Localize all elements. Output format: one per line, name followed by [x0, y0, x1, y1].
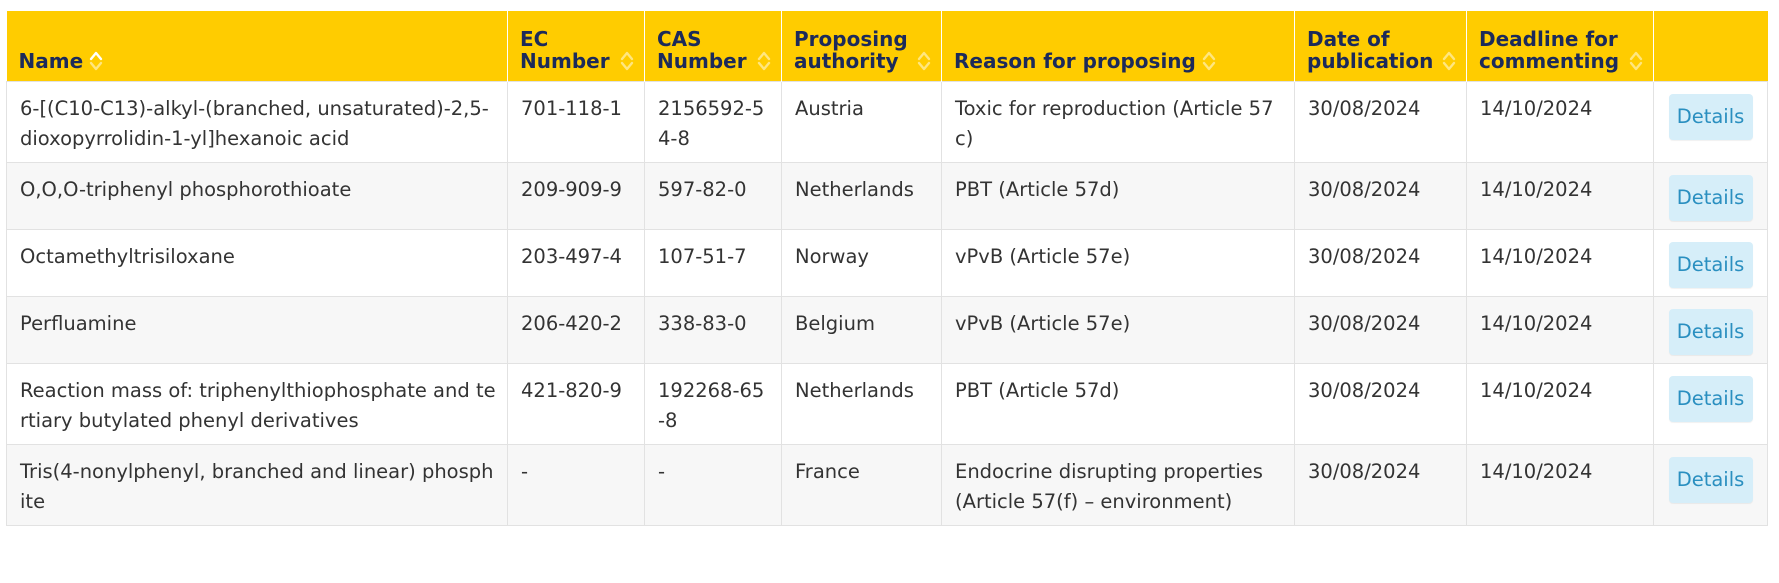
- cell-cas-number: 2156592-54-8: [644, 80, 782, 163]
- substances-table-container: Name EC Number: [6, 11, 1768, 526]
- cell-proposing-authority: Austria: [781, 80, 942, 163]
- cell-actions: Details: [1653, 80, 1768, 163]
- cell-date-of-publication: 30/08/2024: [1294, 228, 1467, 297]
- details-button[interactable]: Details: [1668, 308, 1753, 355]
- table-row: Octamethyltrisiloxane 203-497-4 107-51-7…: [6, 228, 1768, 297]
- details-button[interactable]: Details: [1668, 241, 1753, 288]
- cell-ec-number: 421-820-9: [507, 362, 645, 445]
- column-header-date-of-publication[interactable]: Date of publication: [1294, 11, 1467, 81]
- substances-table: Name EC Number: [6, 11, 1768, 526]
- column-header-date-line1: Date of: [1307, 26, 1390, 51]
- cell-cas-number: -: [644, 443, 782, 526]
- table-row: 6-[(C10-C13)-alkyl-(branched, unsaturate…: [6, 80, 1768, 163]
- cell-actions: Details: [1653, 228, 1768, 297]
- sort-icon[interactable]: [1202, 50, 1216, 72]
- column-header-date-line2: publication: [1307, 48, 1434, 73]
- cell-reason: PBT (Article 57d): [941, 362, 1295, 445]
- cell-proposing-authority: Belgium: [781, 295, 942, 364]
- cell-proposing-authority: Netherlands: [781, 362, 942, 445]
- table-row: Reaction mass of: triphenylthiophosphate…: [6, 362, 1768, 445]
- column-header-deadline-line1: Deadline for: [1479, 26, 1618, 51]
- cell-cas-number: 107-51-7: [644, 228, 782, 297]
- cell-actions: Details: [1653, 295, 1768, 364]
- details-button[interactable]: Details: [1668, 174, 1753, 221]
- cell-reason: vPvB (Article 57e): [941, 295, 1295, 364]
- cell-ec-number: 206-420-2: [507, 295, 645, 364]
- cell-date-of-publication: 30/08/2024: [1294, 443, 1467, 526]
- cell-ec-number: 701-118-1: [507, 80, 645, 163]
- column-header-ec-number[interactable]: EC Number: [507, 11, 645, 81]
- cell-ec-number: 209-909-9: [507, 161, 645, 230]
- details-button[interactable]: Details: [1668, 93, 1753, 140]
- details-button[interactable]: Details: [1668, 375, 1753, 422]
- sort-icon[interactable]: [757, 50, 771, 72]
- cell-deadline: 14/10/2024: [1466, 362, 1654, 445]
- cell-ec-number: 203-497-4: [507, 228, 645, 297]
- cell-deadline: 14/10/2024: [1466, 443, 1654, 526]
- column-header-reason-label: Reason for proposing: [954, 48, 1196, 73]
- column-header-ec-number-line1: EC: [520, 26, 549, 51]
- column-header-cas-number-line1: CAS: [657, 26, 702, 51]
- cell-actions: Details: [1653, 362, 1768, 445]
- cell-reason: Endocrine disrupting properties (Article…: [941, 443, 1295, 526]
- table-row: Perfluamine 206-420-2 338-83-0 Belgium v…: [6, 295, 1768, 364]
- cell-date-of-publication: 30/08/2024: [1294, 80, 1467, 163]
- cell-proposing-authority: France: [781, 443, 942, 526]
- cell-deadline: 14/10/2024: [1466, 161, 1654, 230]
- sort-icon[interactable]: [917, 50, 931, 72]
- cell-proposing-authority: Netherlands: [781, 161, 942, 230]
- table-row: O,O,O-triphenyl phosphorothioate 209-909…: [6, 161, 1768, 230]
- cell-date-of-publication: 30/08/2024: [1294, 161, 1467, 230]
- column-header-deadline[interactable]: Deadline for commenting: [1466, 11, 1654, 81]
- cell-reason: Toxic for reproduction (Article 57c): [941, 80, 1295, 163]
- sort-icon[interactable]: [1629, 50, 1643, 72]
- cell-reason: PBT (Article 57d): [941, 161, 1295, 230]
- sort-ascending-icon[interactable]: [89, 50, 103, 72]
- table-row: Tris(4-nonylphenyl, branched and linear)…: [6, 443, 1768, 526]
- column-header-deadline-line2: commenting: [1479, 48, 1620, 73]
- column-header-proposing-authority[interactable]: Proposing authority: [781, 11, 942, 81]
- cell-name: 6-[(C10-C13)-alkyl-(branched, unsaturate…: [6, 80, 508, 163]
- cell-deadline: 14/10/2024: [1466, 228, 1654, 297]
- column-header-proposing-authority-line1: Proposing: [794, 26, 908, 51]
- sort-icon[interactable]: [1442, 50, 1456, 72]
- cell-name: O,O,O-triphenyl phosphorothioate: [6, 161, 508, 230]
- column-header-reason[interactable]: Reason for proposing: [941, 11, 1295, 81]
- cell-cas-number: 338-83-0: [644, 295, 782, 364]
- details-button[interactable]: Details: [1668, 456, 1753, 503]
- cell-name: Perfluamine: [6, 295, 508, 364]
- cell-name: Reaction mass of: triphenylthiophosphate…: [6, 362, 508, 445]
- cell-cas-number: 192268-65-8: [644, 362, 782, 445]
- cell-date-of-publication: 30/08/2024: [1294, 295, 1467, 364]
- cell-deadline: 14/10/2024: [1466, 80, 1654, 163]
- column-header-ec-number-line2: Number: [520, 48, 610, 73]
- column-header-cas-number[interactable]: CAS Number: [644, 11, 782, 81]
- sort-icon[interactable]: [620, 50, 634, 72]
- cell-actions: Details: [1653, 161, 1768, 230]
- cell-actions: Details: [1653, 443, 1768, 526]
- cell-deadline: 14/10/2024: [1466, 295, 1654, 364]
- cell-name: Tris(4-nonylphenyl, branched and linear)…: [6, 443, 508, 526]
- table-header-row: Name EC Number: [6, 11, 1768, 81]
- column-header-proposing-authority-line2: authority: [794, 48, 899, 73]
- cell-ec-number: -: [507, 443, 645, 526]
- column-header-name[interactable]: Name: [6, 11, 508, 81]
- column-header-cas-number-line2: Number: [657, 48, 747, 73]
- column-header-actions: [1654, 11, 1768, 81]
- cell-cas-number: 597-82-0: [644, 161, 782, 230]
- cell-reason: vPvB (Article 57e): [941, 228, 1295, 297]
- column-header-name-label: Name: [18, 48, 84, 73]
- cell-name: Octamethyltrisiloxane: [6, 228, 508, 297]
- cell-proposing-authority: Norway: [781, 228, 942, 297]
- cell-date-of-publication: 30/08/2024: [1294, 362, 1467, 445]
